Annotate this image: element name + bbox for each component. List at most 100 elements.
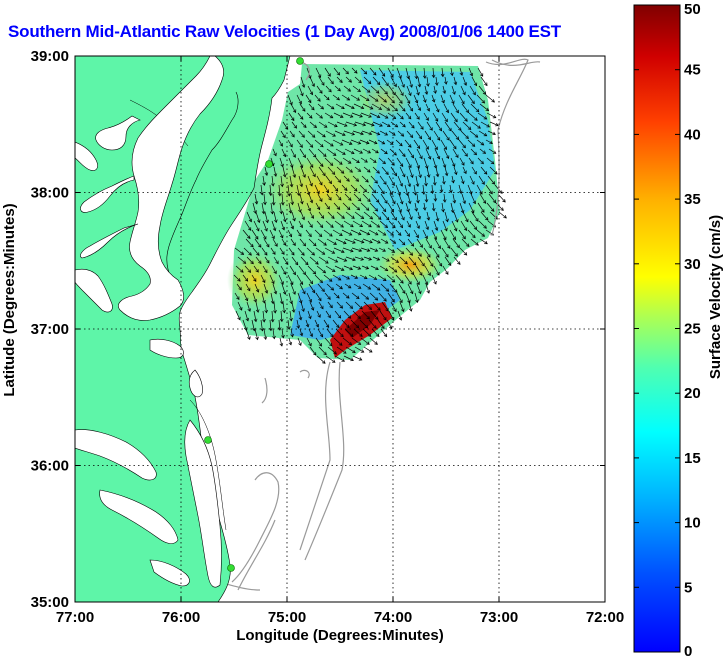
current-vector [318,346,327,355]
current-vector [444,121,452,132]
current-vector-head [303,124,307,129]
current-vector [260,319,263,331]
current-vector-head [366,89,371,93]
current-vector [407,148,414,158]
current-vector-head [309,91,314,96]
current-vector-head [308,315,312,320]
current-vector [426,121,433,131]
current-vector-head [386,107,391,111]
current-vector-head [465,135,469,140]
current-vector [433,265,440,276]
current-vector [351,67,358,74]
current-vector-head [268,192,273,197]
current-vector-head [282,134,286,139]
current-vector [378,292,387,302]
current-vector-head [440,73,445,78]
current-vector-head [238,286,242,291]
current-vector-head [311,289,316,294]
current-vector-head [264,309,269,314]
current-vector-head [401,308,405,313]
current-vector [244,220,252,231]
current-vector-head [277,327,282,331]
current-vector [317,283,325,292]
current-vector-head [299,164,304,169]
current-vector [406,130,413,138]
velocity-field [227,64,500,360]
current-vector-head [357,197,362,202]
current-vector-head [434,82,439,86]
current-vector [332,319,340,328]
current-vector-head [374,232,379,236]
current-vector-head [425,226,429,231]
current-vector-head [317,74,322,79]
current-vector-head [441,208,445,213]
current-vector [462,211,469,222]
current-vector [406,220,411,228]
current-vector [326,238,337,245]
current-vector-head [247,308,252,312]
current-vector-head [340,224,344,228]
current-vector-head [410,290,414,295]
current-vector [422,274,428,285]
current-vector [305,184,310,195]
current-vector-head [391,162,395,166]
current-vector [377,274,387,281]
current-vector [405,247,413,256]
current-vector-head [393,172,398,177]
current-vector-head [399,299,403,304]
lat-lon-grid [75,56,605,602]
station-marker [204,436,212,444]
current-vector-head [352,349,356,353]
current-vector [282,211,286,222]
current-vector [405,202,410,212]
current-vector-head [338,196,342,201]
current-vector [354,301,363,310]
current-vector [246,256,254,264]
current-vector [450,247,458,257]
current-vector [334,265,345,271]
current-vector [449,229,456,240]
current-vector-head [356,97,361,101]
current-vector-head [426,217,431,221]
current-vector [399,166,406,177]
current-vector-head [352,240,356,244]
current-vector-head [341,105,345,110]
current-vector [422,139,429,150]
current-vector [323,319,330,328]
current-vector-head [417,83,422,88]
current-vector [272,148,277,156]
current-vector [260,184,263,195]
current-vector [263,328,267,340]
current-vector-head [407,115,412,120]
current-vector [462,121,472,130]
current-vector-head [473,151,478,156]
current-vector-head [291,117,295,122]
current-vector-head [491,181,496,185]
current-vector [351,157,360,163]
current-vector [452,238,460,248]
current-vector-head [495,122,499,127]
current-vector [300,301,305,312]
current-vector [351,247,362,252]
current-vector-head [392,240,397,244]
current-vector-head [289,101,293,106]
current-vector-head [270,210,275,215]
current-vector [476,229,485,237]
current-vector-head [364,159,368,163]
current-vector-head [492,114,497,119]
current-vector-head [437,245,441,250]
colorbar-tick-label: 35 [684,191,701,208]
current-vector-head [384,224,388,228]
current-vector-head [240,269,244,273]
current-vector-head [392,115,397,120]
current-vector [415,265,423,276]
current-vector [431,274,437,285]
current-vector-head [471,209,475,214]
current-vector [422,229,428,239]
current-vector [487,130,496,135]
y-tick-label: 35:00 [31,594,69,611]
current-vector-head [368,349,373,353]
current-vector [372,76,381,85]
current-vector [327,121,338,127]
current-vector [314,229,323,237]
